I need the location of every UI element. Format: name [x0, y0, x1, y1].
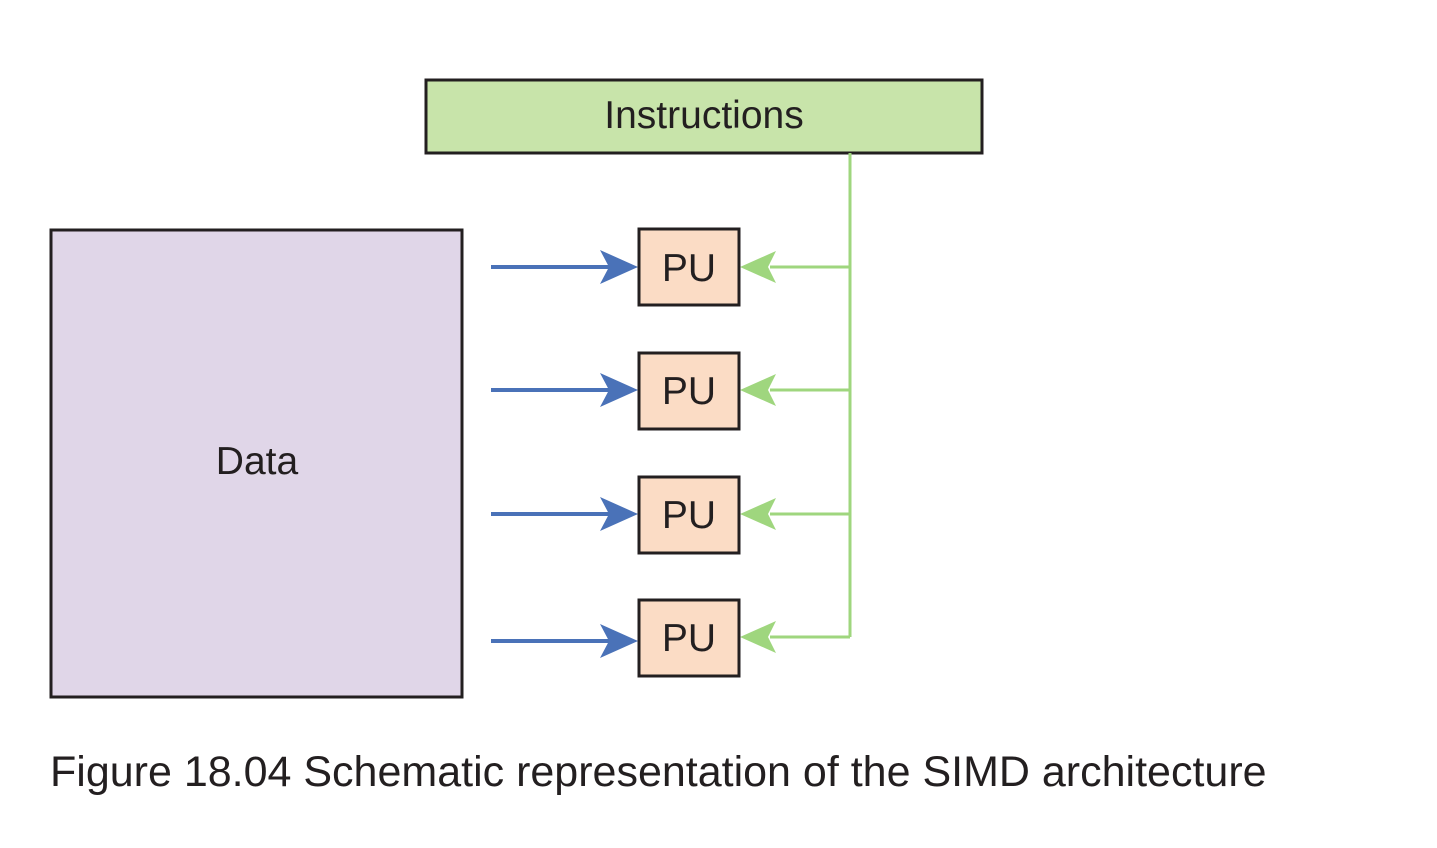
data-label: Data [216, 440, 299, 483]
data-arrowheads [600, 250, 638, 658]
pu-box-2: PU [637, 351, 741, 431]
instruction-arrowhead-4 [740, 621, 776, 653]
pu-label-2: PU [662, 370, 716, 413]
instruction-arrowheads [740, 251, 776, 653]
data-arrowhead-1 [600, 250, 638, 284]
instructions-box-rect [424, 78, 984, 155]
pu-box-3-rect [637, 475, 741, 555]
data-box: Data [49, 228, 464, 699]
data-arrowhead-4 [600, 624, 638, 658]
pu-label-3: PU [662, 494, 716, 537]
pu-box-4-rect [637, 598, 741, 678]
data-box-rect [49, 228, 464, 699]
data-arrows [491, 265, 610, 643]
figure-caption: Figure 18.04 Schematic representation of… [50, 748, 1267, 796]
pu-label-1: PU [662, 247, 716, 290]
pu-box-2-rect [637, 351, 741, 431]
pu-box-3: PU [637, 475, 741, 555]
instruction-arrowhead-3 [740, 498, 776, 530]
instruction-arrowhead-2 [740, 374, 776, 406]
instructions-box: Instructions [424, 78, 984, 155]
pu-label-4: PU [662, 617, 716, 660]
pu-box-4: PU [637, 598, 741, 678]
instructions-label: Instructions [604, 94, 803, 137]
data-arrowhead-2 [600, 373, 638, 407]
instruction-bus [770, 153, 852, 639]
pu-box-1: PU [637, 227, 741, 307]
pu-box-1-rect [637, 227, 741, 307]
data-arrowhead-3 [600, 497, 638, 531]
instruction-arrowhead-1 [740, 251, 776, 283]
